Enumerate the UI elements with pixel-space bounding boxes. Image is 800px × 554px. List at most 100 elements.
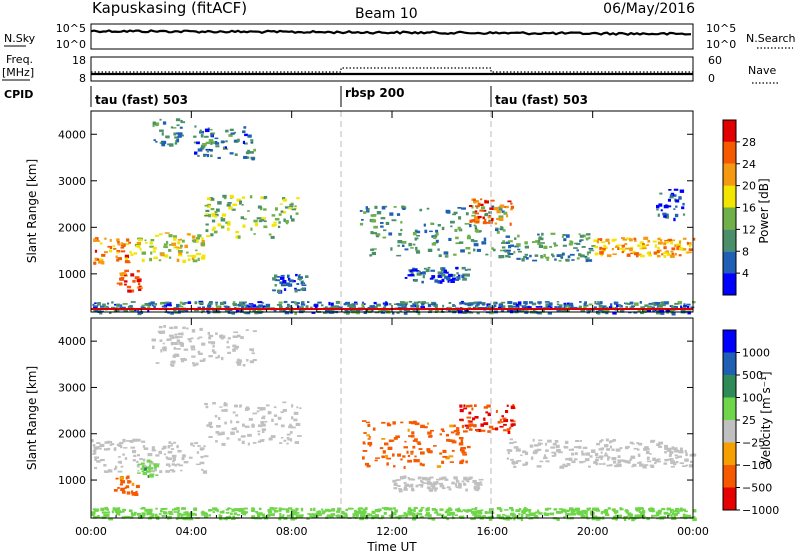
data-cell <box>432 302 437 306</box>
data-cell <box>92 444 96 447</box>
data-cell <box>210 233 214 237</box>
data-cell <box>204 128 210 133</box>
data-cell <box>196 252 202 256</box>
data-cell <box>677 455 682 458</box>
data-cell <box>247 433 252 437</box>
data-cell <box>324 509 329 512</box>
data-cell <box>411 421 414 425</box>
data-cell <box>546 257 549 261</box>
data-cell <box>523 508 526 511</box>
data-cell <box>523 301 528 305</box>
data-cell <box>362 420 367 422</box>
data-cell <box>658 304 663 308</box>
data-cell <box>253 148 256 152</box>
data-cell <box>313 507 316 512</box>
data-cell <box>247 442 250 446</box>
data-cell <box>237 334 241 338</box>
data-cell <box>686 241 689 245</box>
data-cell <box>133 454 137 457</box>
data-cell <box>431 235 435 238</box>
colorbar-tick-label: 20 <box>742 180 756 193</box>
data-cell <box>441 226 445 231</box>
data-cell <box>439 452 443 455</box>
data-cell <box>199 461 205 465</box>
data-cell <box>686 303 691 306</box>
data-cell <box>594 458 599 462</box>
data-cell <box>549 512 555 516</box>
data-cell <box>563 508 566 512</box>
power-colorbar-label: Power [dB] <box>757 178 771 243</box>
data-cell <box>243 218 247 220</box>
data-cell <box>213 351 217 354</box>
data-cell <box>195 249 198 252</box>
data-cell <box>107 245 111 248</box>
data-cell <box>646 517 650 521</box>
data-cell <box>444 478 449 481</box>
data-cell <box>153 305 156 309</box>
data-cell <box>108 469 111 472</box>
data-cell <box>455 432 460 436</box>
data-cell <box>475 306 478 310</box>
data-cell <box>200 511 206 514</box>
data-cell <box>148 466 151 471</box>
velocity-data <box>91 325 697 522</box>
data-cell <box>510 205 514 209</box>
data-cell <box>94 257 98 261</box>
data-cell <box>185 511 189 515</box>
data-cell <box>410 483 414 488</box>
data-cell <box>200 455 204 459</box>
data-cell <box>419 272 423 275</box>
data-cell <box>458 515 462 518</box>
data-cell <box>535 240 540 243</box>
data-cell <box>586 252 589 256</box>
data-cell <box>671 312 676 316</box>
data-cell <box>186 327 189 330</box>
data-cell <box>509 449 513 452</box>
data-cell <box>434 511 439 514</box>
data-cell <box>500 310 505 312</box>
data-cell <box>593 515 597 518</box>
data-cell <box>186 233 191 236</box>
data-cell <box>433 236 437 240</box>
data-cell <box>457 226 461 230</box>
data-cell <box>280 437 284 439</box>
data-cell <box>480 509 484 512</box>
data-cell <box>129 305 133 308</box>
data-cell <box>625 247 630 250</box>
data-cell <box>407 477 410 480</box>
data-cell <box>118 443 122 447</box>
data-cell <box>178 464 184 467</box>
data-cell <box>468 411 472 415</box>
data-cell <box>248 303 254 305</box>
data-cell <box>325 508 330 511</box>
data-cell <box>162 445 167 449</box>
data-cell <box>514 515 517 518</box>
data-cell <box>257 205 262 209</box>
data-cell <box>446 517 450 521</box>
data-cell <box>412 243 416 246</box>
data-cell <box>593 306 597 310</box>
data-cell <box>480 423 484 427</box>
data-cell <box>168 256 172 259</box>
data-cell <box>167 303 172 306</box>
data-region <box>113 475 140 496</box>
data-cell <box>664 240 669 244</box>
data-cell <box>407 459 412 463</box>
data-cell <box>401 241 407 244</box>
data-cell <box>474 210 478 213</box>
data-cell <box>238 508 243 512</box>
data-cell <box>261 417 266 420</box>
data-cell <box>689 454 694 457</box>
data-cell <box>165 463 171 466</box>
data-cell <box>267 513 273 516</box>
data-cell <box>667 447 672 451</box>
data-cell <box>621 245 625 249</box>
data-cell <box>149 464 152 467</box>
data-cell <box>151 449 157 452</box>
data-cell <box>564 309 568 312</box>
data-cell <box>243 155 248 159</box>
data-cell <box>690 460 693 464</box>
data-cell <box>561 236 564 238</box>
data-cell <box>471 214 476 217</box>
data-cell <box>473 301 478 305</box>
